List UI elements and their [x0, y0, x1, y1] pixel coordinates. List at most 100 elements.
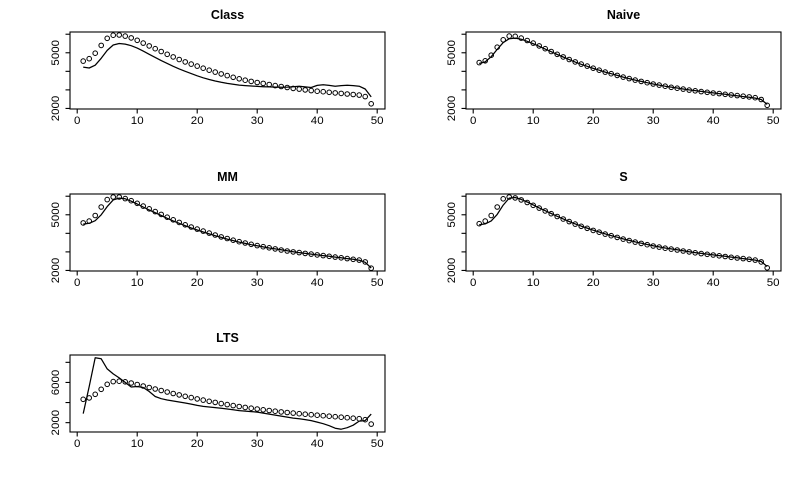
chart-panel-s: S 0 10 20 30 40 50 2000 5000: [396, 162, 791, 324]
data-point: [757, 258, 764, 265]
x-tick-label: 20: [586, 277, 599, 289]
data-point: [152, 45, 159, 52]
data-point: [242, 77, 248, 83]
fitted-line: [82, 357, 372, 431]
data-point: [559, 54, 566, 60]
data-point: [128, 380, 135, 386]
data-point: [613, 72, 620, 79]
data-point: [218, 71, 224, 77]
data-point: [260, 407, 266, 413]
data-point: [92, 50, 99, 56]
y-tick-label: 2000: [446, 257, 458, 283]
data-point: [176, 392, 183, 398]
data-point: [565, 218, 572, 224]
empty-cell: [396, 323, 791, 485]
data-point: [236, 75, 242, 82]
data-point: [362, 93, 368, 100]
data-point: [278, 83, 284, 90]
data-point: [320, 88, 326, 95]
data-point: [212, 69, 218, 75]
data-point: [104, 196, 111, 202]
data-point: [559, 215, 566, 222]
chart-panel-mm: MM 0 10 20 30 40 50 2000 5000: [0, 162, 396, 324]
x-tick-label: 50: [766, 277, 779, 289]
data-point: [535, 204, 542, 211]
data-point: [553, 51, 560, 58]
data-point: [266, 81, 272, 88]
chart-svg: S 0 10 20 30 40 50 2000 5000: [446, 170, 782, 289]
data-point: [296, 411, 302, 417]
data-point: [80, 396, 87, 403]
y-tick-label: 5000: [50, 40, 62, 66]
data-point: [332, 90, 338, 96]
data-point: [332, 414, 338, 420]
x-tick-label: 30: [646, 277, 659, 289]
x-tick-label: 20: [191, 438, 204, 450]
x-tick-label: 40: [311, 438, 324, 450]
x-tick-label: 10: [526, 115, 539, 127]
data-point: [302, 411, 308, 418]
y-tick-label: 2000: [50, 96, 62, 122]
x-tick-label: 50: [371, 277, 384, 289]
data-point: [158, 48, 165, 55]
x-tick-label: 40: [706, 115, 719, 127]
data-point: [188, 61, 195, 67]
x-tick-label: 10: [131, 438, 144, 450]
data-point: [110, 378, 117, 385]
chart-svg: MM 0 10 20 30 40 50 2000 5000: [50, 170, 386, 289]
data-point: [565, 56, 572, 63]
data-point: [200, 397, 206, 404]
data-point: [272, 82, 278, 89]
data-point: [314, 412, 320, 419]
data-point: [547, 48, 554, 55]
data-point: [296, 86, 302, 92]
data-point: [116, 32, 123, 38]
y-tick-label: 2000: [446, 96, 458, 122]
plot-box: [464, 31, 782, 110]
data-point: [763, 102, 770, 109]
data-point: [595, 67, 602, 73]
chart-title: Naive: [606, 8, 639, 22]
data-point: [290, 410, 296, 417]
fitted-line: [83, 42, 372, 98]
data-point: [92, 212, 99, 218]
x-tick-label: 10: [131, 277, 144, 289]
chart-title: Class: [211, 8, 244, 22]
data-point: [350, 415, 356, 422]
data-point: [98, 42, 105, 49]
data-point: [368, 264, 374, 271]
data-point: [266, 407, 272, 414]
x-tick-label: 10: [526, 277, 539, 289]
data-point: [164, 51, 171, 58]
data-point: [248, 78, 254, 85]
data-point: [242, 404, 248, 411]
data-point: [194, 396, 200, 402]
chart-panel-lts: LTS 0 10 20 30 40 50 2000 6000: [0, 323, 396, 485]
x-tick-label: 0: [470, 277, 476, 289]
data-point: [368, 100, 374, 107]
plot-box: [69, 31, 386, 110]
x-tick-label: 0: [74, 115, 80, 127]
data-point: [505, 33, 512, 39]
data-point: [308, 412, 314, 418]
data-point: [212, 399, 218, 406]
data-point: [326, 89, 332, 96]
data-point: [158, 387, 165, 394]
chart-svg: Class 0 10 20 30 40 50 2000 5000: [50, 8, 386, 127]
x-tick-label: 20: [191, 115, 204, 127]
x-tick-label: 0: [74, 277, 80, 289]
x-tick-label: 0: [74, 438, 80, 450]
data-point: [164, 389, 171, 395]
data-point: [110, 32, 117, 38]
data-point: [224, 401, 230, 408]
data-point: [350, 91, 356, 98]
x-tick-label: 20: [191, 277, 204, 289]
data-point: [553, 213, 560, 219]
data-point: [134, 37, 141, 44]
x-tick-label: 40: [706, 277, 719, 289]
data-point: [230, 402, 236, 409]
data-point: [128, 35, 135, 41]
data-point: [140, 383, 147, 389]
data-point: [194, 63, 200, 69]
data-point: [344, 415, 350, 421]
